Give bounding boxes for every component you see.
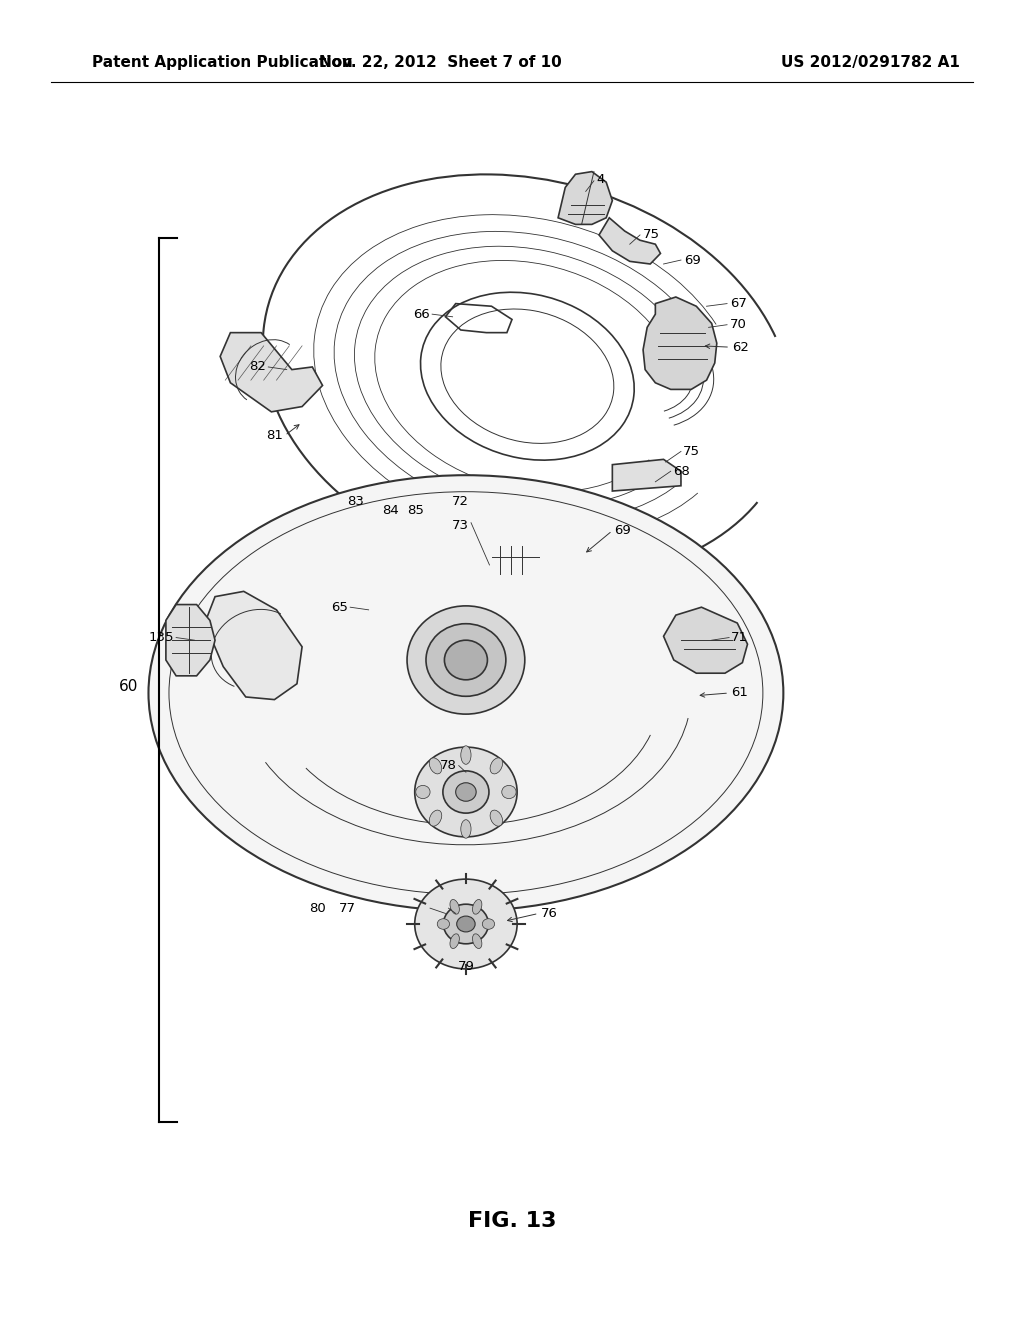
Polygon shape	[220, 333, 323, 412]
Ellipse shape	[456, 783, 476, 801]
Polygon shape	[166, 605, 215, 676]
Text: 81: 81	[266, 429, 283, 442]
Text: 83: 83	[347, 495, 364, 508]
Polygon shape	[558, 172, 612, 224]
Ellipse shape	[437, 919, 450, 929]
Ellipse shape	[415, 747, 517, 837]
Ellipse shape	[490, 758, 503, 774]
Text: 69: 69	[684, 253, 700, 267]
Bar	[404, 491, 423, 517]
Ellipse shape	[461, 746, 471, 764]
Text: 79: 79	[458, 960, 474, 973]
Text: 67: 67	[730, 297, 746, 310]
Text: 65: 65	[332, 601, 348, 614]
Polygon shape	[481, 546, 541, 574]
Polygon shape	[555, 535, 604, 565]
Ellipse shape	[450, 899, 460, 915]
Text: FIG. 13: FIG. 13	[468, 1210, 556, 1232]
Ellipse shape	[443, 904, 488, 944]
Ellipse shape	[490, 810, 503, 826]
Polygon shape	[664, 607, 748, 673]
Ellipse shape	[472, 933, 482, 949]
Polygon shape	[612, 459, 681, 491]
Polygon shape	[599, 218, 660, 264]
Text: Patent Application Publication: Patent Application Publication	[92, 55, 353, 70]
Ellipse shape	[429, 810, 441, 826]
Bar	[377, 491, 395, 517]
Ellipse shape	[482, 919, 495, 929]
Ellipse shape	[444, 640, 487, 680]
Text: 75: 75	[683, 445, 700, 458]
Ellipse shape	[426, 624, 506, 697]
Ellipse shape	[416, 785, 430, 799]
Text: 66: 66	[414, 308, 430, 321]
Ellipse shape	[502, 785, 516, 799]
Text: US 2012/0291782 A1: US 2012/0291782 A1	[781, 55, 959, 70]
Bar	[430, 491, 449, 517]
Polygon shape	[643, 297, 717, 389]
Text: 75: 75	[643, 228, 660, 242]
Ellipse shape	[457, 916, 475, 932]
Ellipse shape	[148, 475, 783, 911]
Text: 61: 61	[731, 686, 748, 700]
Text: 73: 73	[452, 519, 469, 532]
Ellipse shape	[408, 606, 525, 714]
Ellipse shape	[461, 820, 471, 838]
Text: 76: 76	[541, 907, 557, 920]
Text: 70: 70	[730, 318, 746, 331]
Text: 68: 68	[673, 465, 689, 478]
Text: 82: 82	[250, 360, 266, 374]
Text: 60: 60	[119, 678, 138, 694]
Text: 135: 135	[148, 631, 174, 644]
Text: 62: 62	[732, 341, 749, 354]
Ellipse shape	[442, 771, 489, 813]
Text: 78: 78	[440, 759, 457, 772]
Ellipse shape	[450, 933, 460, 949]
Text: 4: 4	[596, 173, 604, 186]
Text: 77: 77	[339, 902, 356, 915]
Text: 85: 85	[408, 504, 424, 517]
Text: 71: 71	[731, 631, 749, 644]
Text: 84: 84	[382, 504, 398, 517]
Polygon shape	[205, 591, 302, 700]
Ellipse shape	[472, 899, 482, 915]
Text: 69: 69	[614, 524, 631, 537]
Text: Nov. 22, 2012  Sheet 7 of 10: Nov. 22, 2012 Sheet 7 of 10	[318, 55, 562, 70]
Text: 80: 80	[309, 902, 326, 915]
Ellipse shape	[429, 758, 441, 774]
Ellipse shape	[415, 879, 517, 969]
Text: 72: 72	[452, 495, 469, 508]
